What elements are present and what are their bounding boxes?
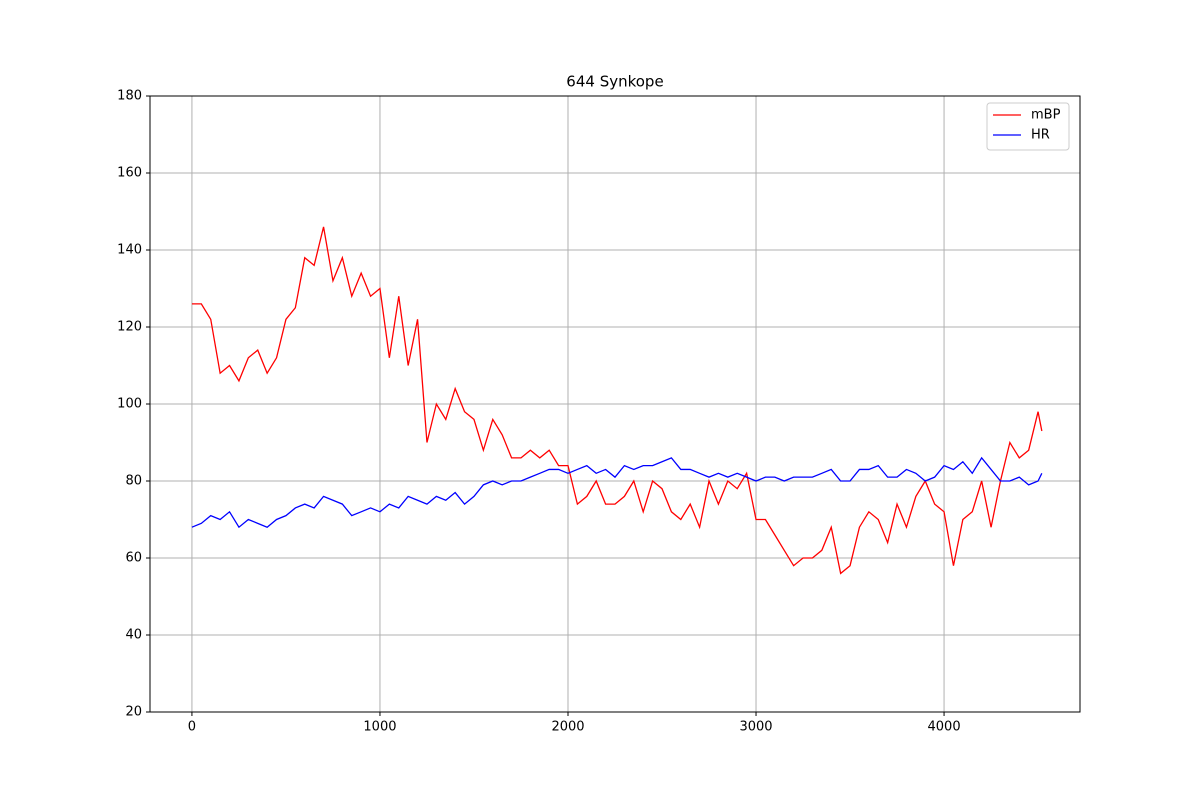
y-tick-label: 60 — [125, 551, 142, 566]
y-tick-label: 140 — [117, 243, 142, 258]
series-line — [191, 226, 1043, 575]
legend-label: HR — [1031, 128, 1050, 143]
y-tick-label: 20 — [125, 705, 142, 720]
x-tick-label: 1000 — [363, 720, 396, 735]
y-tick-label: 120 — [117, 320, 142, 335]
x-tick-label: 4000 — [928, 720, 961, 735]
x-tick-label: 3000 — [739, 720, 772, 735]
y-tick-label: 80 — [125, 474, 142, 489]
x-tick-label: 2000 — [551, 720, 584, 735]
legend: mBP HR — [986, 102, 1070, 151]
y-tick-label: 100 — [117, 397, 142, 412]
chart-title: 644 Synkope — [566, 73, 663, 91]
plot-frame — [149, 95, 1081, 713]
x-tick-label: 0 — [188, 720, 196, 735]
legend-label: mBP — [1031, 108, 1061, 123]
y-tick-label: 180 — [117, 89, 142, 104]
series-line — [191, 456, 1043, 529]
y-tick-label: 160 — [117, 166, 142, 181]
y-tick-label: 40 — [125, 628, 142, 643]
